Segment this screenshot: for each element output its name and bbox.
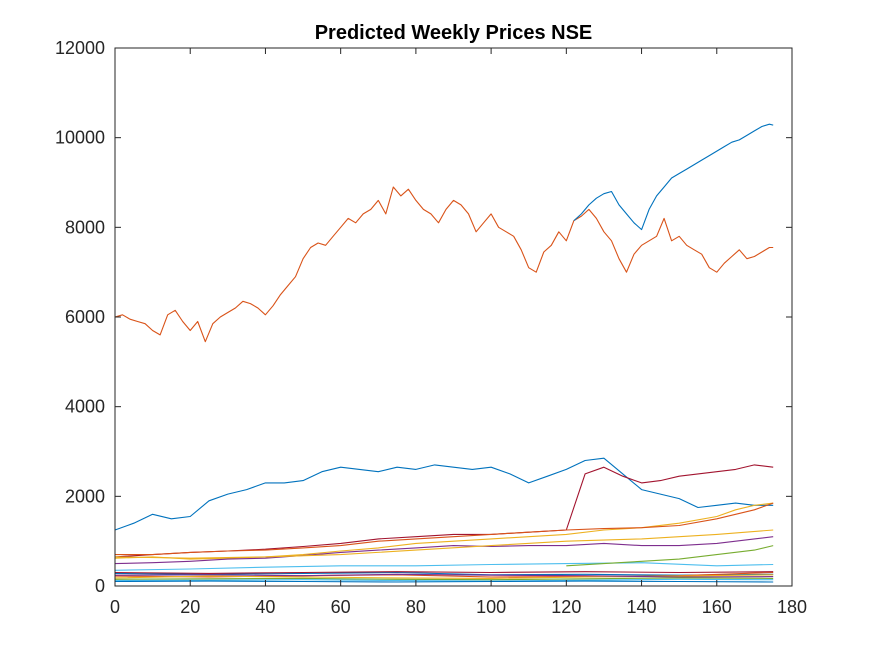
- y-tick-label: 0: [95, 576, 105, 596]
- x-tick-label: 40: [255, 597, 275, 617]
- x-tick-label: 80: [406, 597, 426, 617]
- chart-title: Predicted Weekly Prices NSE: [315, 22, 593, 44]
- y-axis: 0 2000 4000 6000 8000 10000 12000: [55, 38, 792, 596]
- series-line-15: [114, 577, 774, 581]
- series-line-2: [573, 123, 774, 231]
- x-tick-label: 20: [180, 597, 200, 617]
- series-line-3: [114, 457, 774, 531]
- series-line-1: [114, 186, 774, 343]
- x-tick-label: 100: [476, 597, 506, 617]
- y-tick-label: 6000: [65, 307, 105, 327]
- series-layer: [114, 123, 774, 583]
- x-tick-label: 180: [777, 597, 807, 617]
- series-line-4: [114, 464, 774, 558]
- series-line-16: [114, 578, 774, 582]
- x-tick-label: 120: [551, 597, 581, 617]
- y-tick-label: 4000: [65, 397, 105, 417]
- x-tick-label: 160: [702, 597, 732, 617]
- series-line-7: [114, 536, 774, 565]
- y-tick-label: 10000: [55, 128, 105, 148]
- series-line-18: [114, 580, 774, 583]
- series-line-14: [114, 573, 774, 578]
- series-line-17: [114, 571, 774, 574]
- series-line-6: [115, 502, 774, 556]
- x-tick-label: 0: [110, 597, 120, 617]
- x-tick-label: 60: [331, 597, 351, 617]
- series-line-10: [566, 545, 774, 567]
- y-tick-label: 2000: [65, 486, 105, 506]
- y-tick-label: 12000: [55, 38, 105, 58]
- series-line-5: [114, 502, 774, 560]
- y-tick-label: 8000: [65, 217, 105, 237]
- x-axis: 0 20 40 60 80 100 120 140 160 180: [110, 48, 807, 617]
- series-line-8: [114, 529, 774, 559]
- series-line-9: [114, 562, 774, 571]
- series-line-11: [114, 571, 774, 576]
- plot-frame: [114, 47, 793, 587]
- x-tick-label: 140: [627, 597, 657, 617]
